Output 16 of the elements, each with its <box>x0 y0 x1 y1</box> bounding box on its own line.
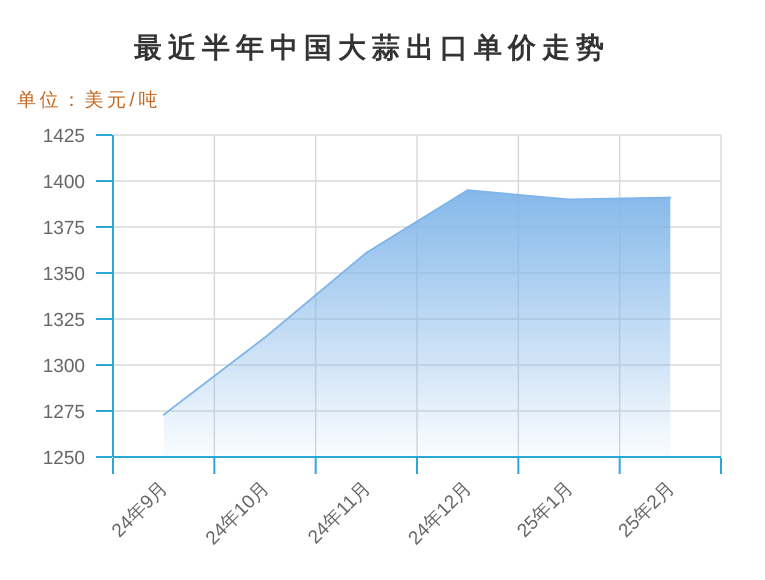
y-tick-label: 1425 <box>42 126 85 147</box>
y-tick-label: 1300 <box>42 356 85 377</box>
y-tick-label: 1250 <box>42 448 85 469</box>
y-tick-label: 1350 <box>42 264 85 285</box>
x-tick-label: 25年1月 <box>513 478 578 542</box>
y-tick-label: 1275 <box>42 402 85 423</box>
x-tick-label: 24年9月 <box>108 478 172 542</box>
x-tick-label: 24年12月 <box>404 478 476 550</box>
x-tick-label: 25年2月 <box>614 478 679 542</box>
x-tick-label: 24年11月 <box>304 478 375 548</box>
title: 最近半年中国大蒜出口单价走势 <box>134 32 610 63</box>
y-tick-label: 1375 <box>42 218 85 239</box>
y-tick-label: 1400 <box>42 172 85 193</box>
y-tick-label: 1325 <box>42 310 85 331</box>
ylabel: 单位：美元/吨 <box>17 90 161 111</box>
x-tick-label: 24年10月 <box>202 478 274 550</box>
